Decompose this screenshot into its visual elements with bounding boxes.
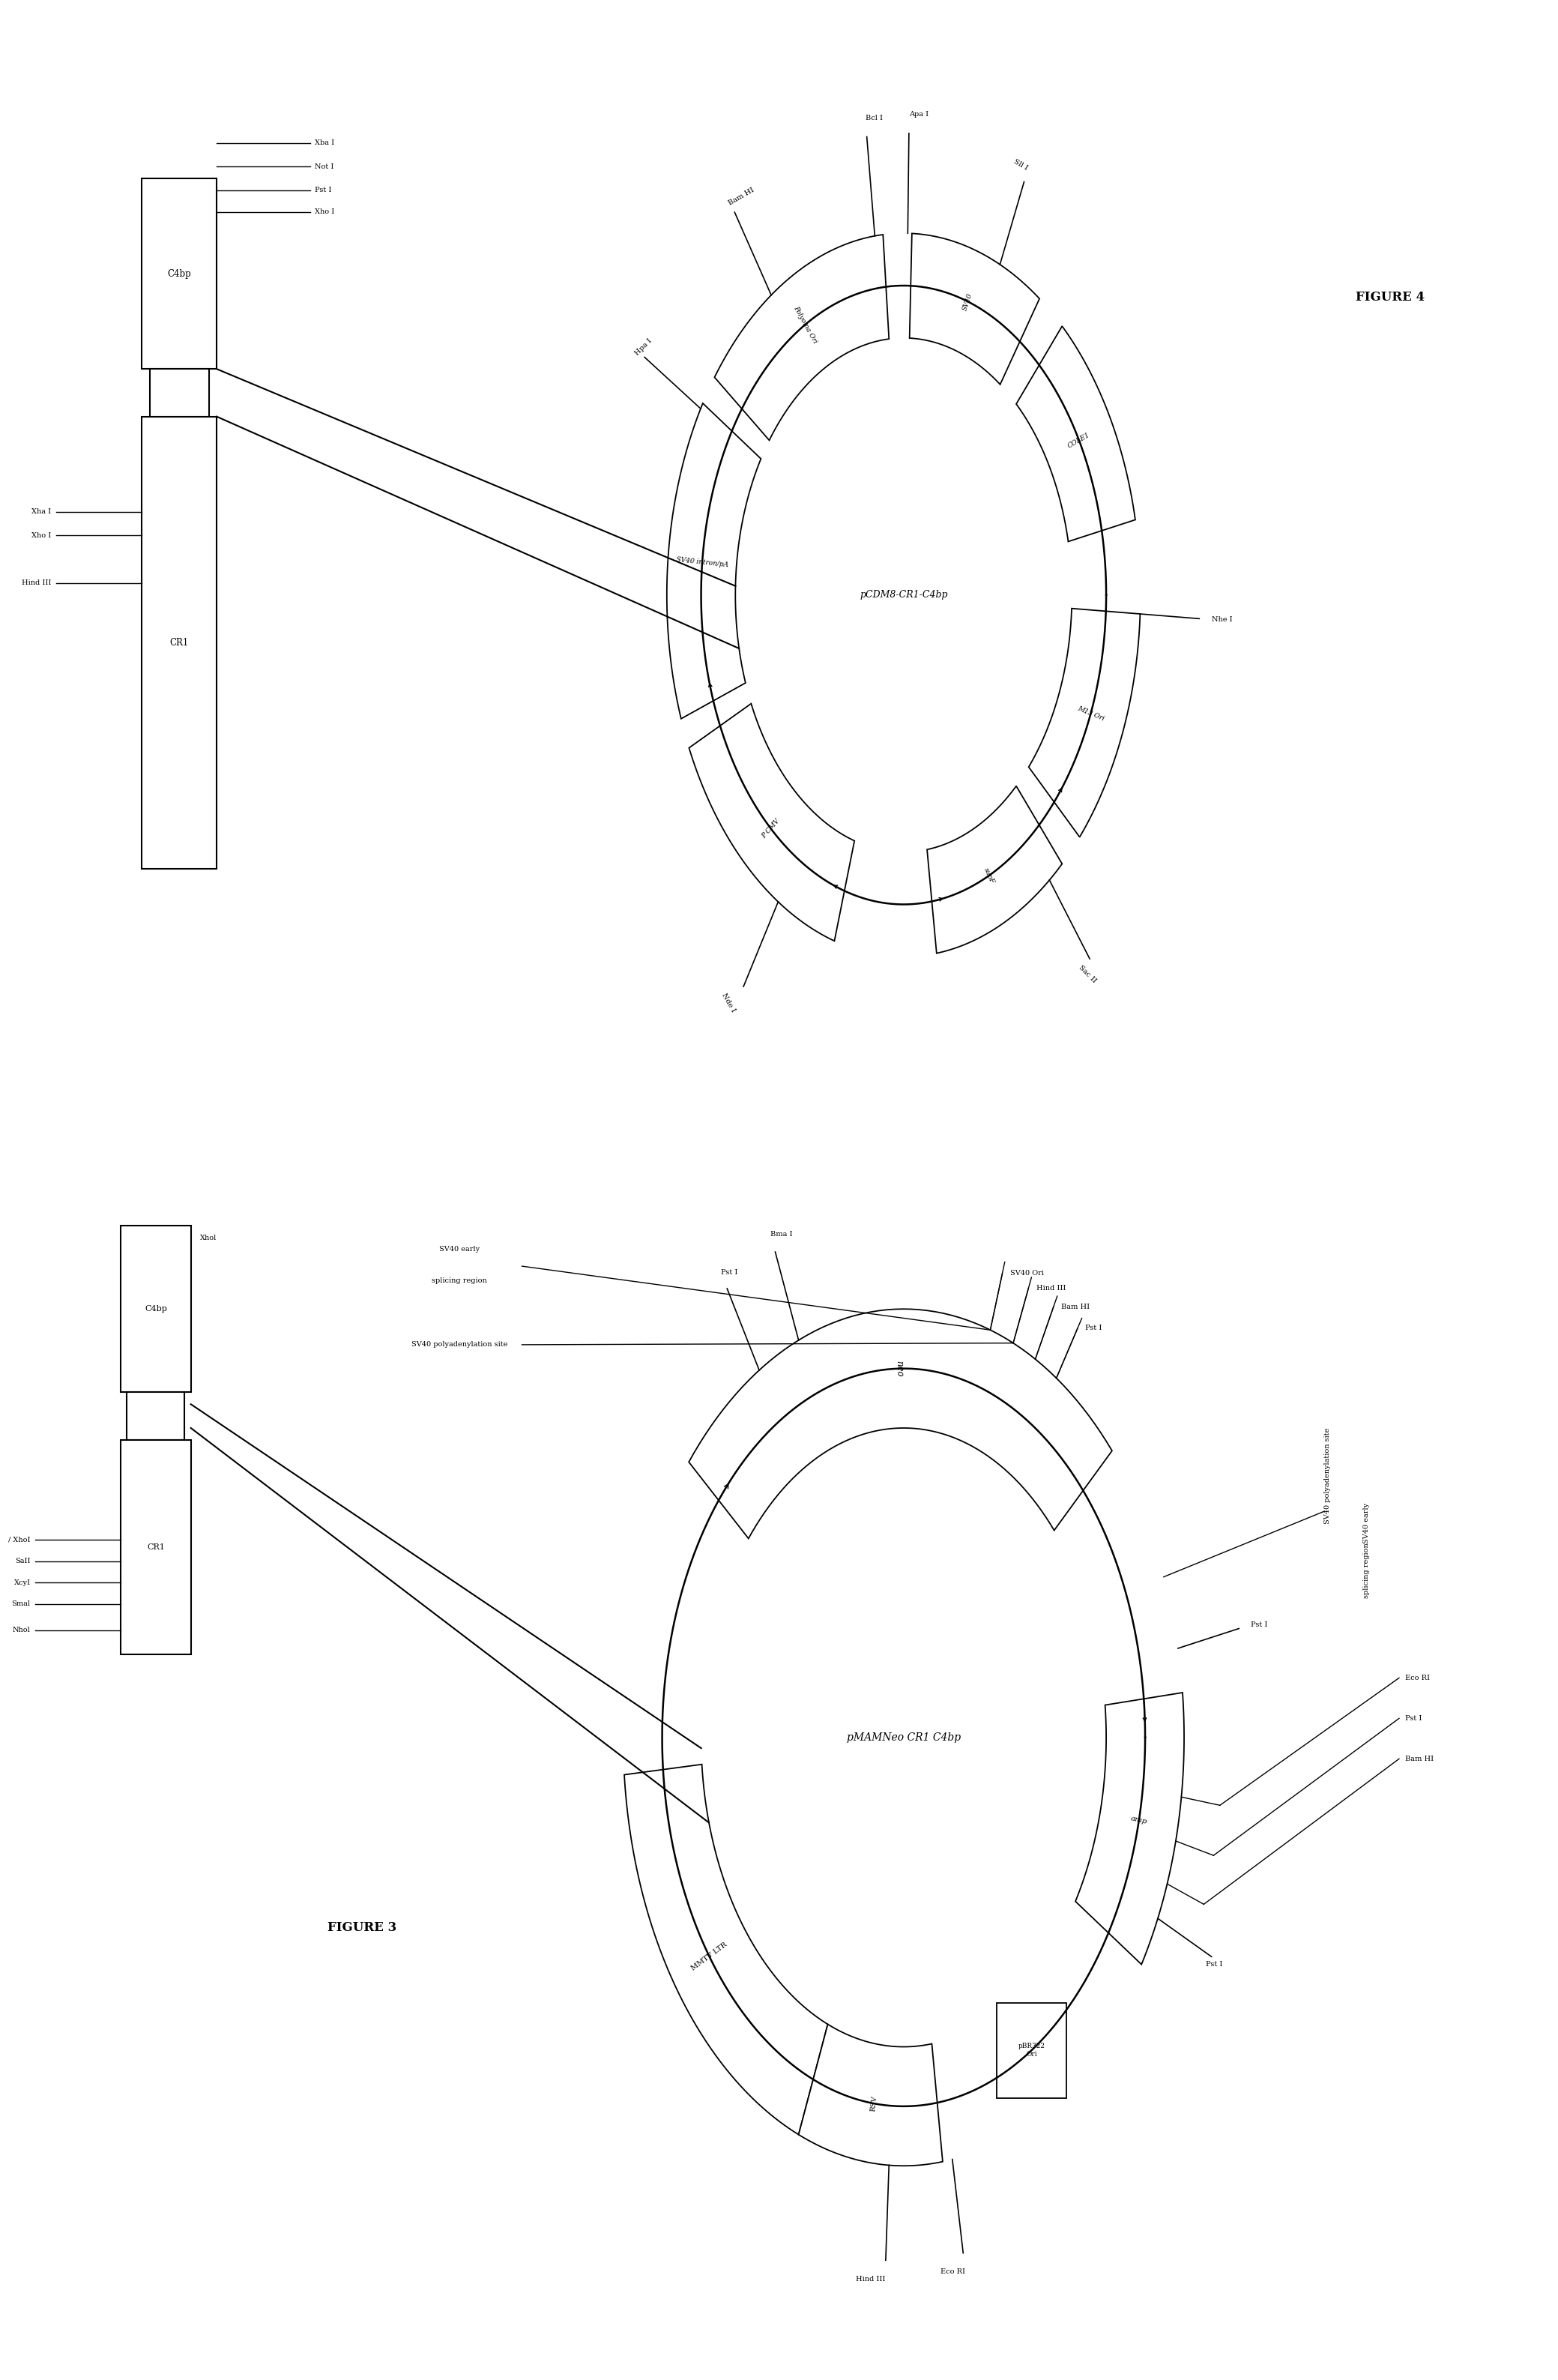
Bar (122, 1226, 192, 1392)
Text: Polyoma Ori: Polyoma Ori (793, 305, 818, 345)
Text: SV40 early: SV40 early (439, 1247, 480, 1252)
Polygon shape (799, 2025, 943, 2166)
Text: Xha I: Xha I (31, 509, 51, 514)
Text: P CMV: P CMV (760, 816, 781, 840)
Text: SV40: SV40 (961, 293, 974, 312)
Bar (997, 2002, 1067, 2097)
Polygon shape (1016, 326, 1136, 543)
Text: Eco RI: Eco RI (941, 2268, 966, 2275)
Text: Pst I: Pst I (315, 188, 332, 193)
Text: Sac II: Sac II (1077, 964, 1097, 983)
Text: pCDM8-CR1-C4bp: pCDM8-CR1-C4bp (860, 590, 947, 600)
Text: Bam HI: Bam HI (1405, 1756, 1433, 1761)
Text: Apa I: Apa I (910, 112, 929, 117)
Text: Eco RI: Eco RI (1405, 1676, 1430, 1680)
Text: neo: neo (894, 1361, 905, 1376)
Text: amp: amp (1130, 1816, 1148, 1825)
Bar (122, 1440, 192, 1654)
Text: Nhol: Nhol (12, 1628, 31, 1633)
Polygon shape (667, 402, 760, 719)
Text: Xba I: Xba I (315, 140, 335, 145)
Text: SV40 polyadenylation site: SV40 polyadenylation site (1324, 1428, 1331, 1523)
Text: supF: supF (983, 866, 996, 885)
Text: Smal: Smal (11, 1602, 31, 1606)
Text: Bam HI: Bam HI (1061, 1304, 1091, 1309)
Bar (128, 1392, 185, 1440)
Text: XcyI: XcyI (14, 1580, 31, 1585)
Text: pBR322
Ori: pBR322 Ori (1017, 2042, 1045, 2059)
Text: Nhe I: Nhe I (1212, 616, 1232, 624)
Text: Pst I: Pst I (1251, 1621, 1268, 1628)
Polygon shape (1075, 1692, 1184, 1963)
Text: FIGURE 4: FIGURE 4 (1355, 290, 1424, 305)
Text: Pst I: Pst I (1086, 1326, 1102, 1330)
Bar (150, 369, 209, 416)
Text: M13 Ori: M13 Ori (1077, 704, 1105, 721)
Polygon shape (689, 704, 854, 940)
Text: Xhol: Xhol (199, 1235, 217, 1240)
Text: Pst I: Pst I (721, 1269, 737, 1276)
Polygon shape (625, 1764, 827, 2135)
Text: SV40 early: SV40 early (1363, 1502, 1369, 1545)
Text: RSV: RSV (869, 2094, 879, 2111)
Text: Hind III: Hind III (22, 581, 51, 585)
Text: FIGURE 3: FIGURE 3 (327, 1921, 396, 1935)
Text: Not I: Not I (315, 164, 333, 169)
Polygon shape (1028, 609, 1140, 838)
Text: SV40 intron/pA: SV40 intron/pA (676, 557, 729, 569)
Text: Xho I: Xho I (31, 533, 51, 538)
Text: Pst I: Pst I (1206, 1961, 1223, 1968)
Text: splicing region: splicing region (1363, 1542, 1369, 1599)
Polygon shape (927, 785, 1063, 954)
Text: Bam HI: Bam HI (728, 186, 756, 207)
Text: pMAMNeo CR1 C4bp: pMAMNeo CR1 C4bp (846, 1733, 961, 1742)
Text: / XhoI: / XhoI (8, 1537, 31, 1542)
Text: Bma I: Bma I (771, 1230, 793, 1238)
Bar (142, 178, 217, 369)
Text: Hpa I: Hpa I (634, 338, 653, 357)
Text: SV40 polyadenylation site: SV40 polyadenylation site (411, 1342, 508, 1347)
Text: CR1: CR1 (170, 638, 189, 647)
Text: Nde I: Nde I (721, 992, 737, 1014)
Text: Pst I: Pst I (1405, 1716, 1422, 1721)
Bar (142, 416, 217, 869)
Text: CR1: CR1 (146, 1542, 165, 1552)
Text: Xho I: Xho I (315, 209, 335, 214)
Text: MMTV LTR: MMTV LTR (690, 1942, 729, 1973)
Text: Bcl I: Bcl I (865, 114, 882, 121)
Polygon shape (910, 233, 1039, 386)
Text: Sll I: Sll I (1013, 157, 1030, 171)
Text: C4bp: C4bp (145, 1304, 167, 1314)
Text: SaII: SaII (16, 1559, 31, 1564)
Text: COLE1: COLE1 (1067, 431, 1091, 450)
Polygon shape (715, 236, 890, 440)
Text: SV40 Ori: SV40 Ori (1010, 1271, 1044, 1276)
Text: splicing region: splicing region (432, 1278, 488, 1283)
Text: Hind III: Hind III (1036, 1285, 1066, 1292)
Text: C4bp: C4bp (167, 269, 192, 278)
Polygon shape (689, 1309, 1112, 1537)
Text: Hind III: Hind III (855, 2275, 885, 2282)
